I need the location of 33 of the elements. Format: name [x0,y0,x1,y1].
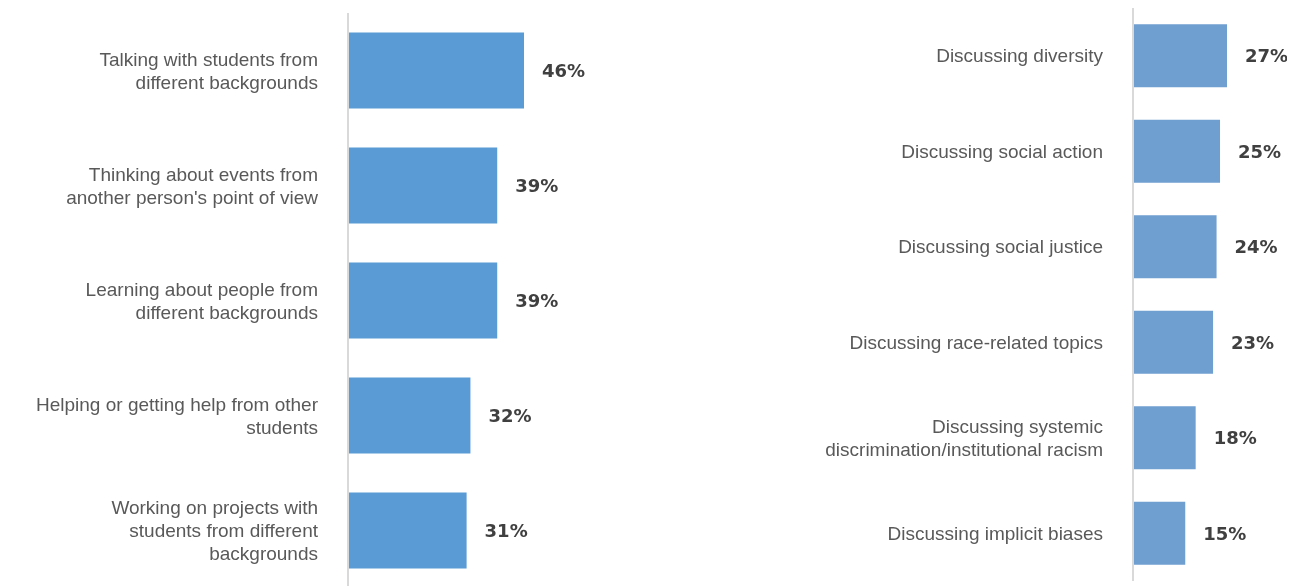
y-tick-label: Discussing social justice [898,235,1103,259]
bar [348,147,498,224]
data-label: 31% [484,519,528,541]
data-label: 39% [515,174,559,196]
data-label: 24% [1234,236,1278,258]
bar [348,377,471,454]
bar [1133,501,1186,565]
y-tick-label: Discussing implicit biases [887,521,1103,545]
y-tick-label: Working on projects with students from different backgrounds [110,496,318,565]
data-label: 15% [1203,522,1247,544]
y-tick-label: Thinking about events from another person's point of view [65,162,318,209]
y-tick-label: Learning about people from different backgrounds [84,277,318,324]
data-label: 46% [542,59,586,81]
data-label: 23% [1231,331,1275,353]
bar [1133,406,1196,470]
bar [348,492,467,569]
y-tick-label: Helping or getting help from other students [36,392,318,439]
data-label: 27% [1245,45,1289,67]
data-label: 39% [515,289,559,311]
y-tick-label: Discussing race-related topics [849,330,1103,354]
y-tick-label: Discussing systemic discrimination/institutional racism [824,414,1103,461]
data-label: 32% [488,404,532,426]
bar [1133,119,1221,183]
y-tick-label: Discussing social action [901,139,1103,163]
bar [1133,24,1227,88]
y-tick-label: Discussing diversity [936,44,1103,68]
bar [1133,310,1214,374]
bar [348,262,498,339]
bar [348,32,524,109]
data-label: 18% [1213,427,1257,449]
bar [1133,215,1217,279]
data-label: 25% [1238,140,1282,162]
y-tick-label: Talking with students from different backgrounds [98,47,318,94]
